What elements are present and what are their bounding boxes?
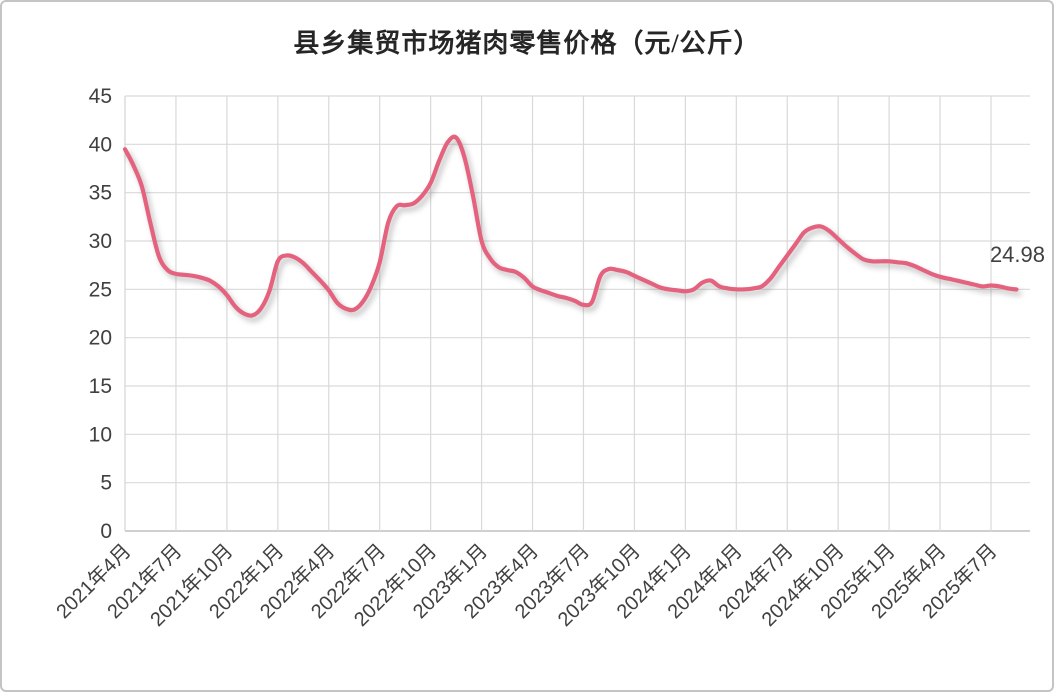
y-tick-label: 15: [89, 375, 112, 398]
y-tick-label: 0: [100, 520, 112, 543]
last-value-label: 24.98: [990, 242, 1045, 267]
y-tick-label: 5: [100, 472, 112, 495]
y-tick-label: 10: [89, 423, 112, 446]
chart-title: 县乡集贸市场猪肉零售价格（元/公斤）: [293, 29, 761, 58]
y-tick-label: 30: [89, 230, 112, 253]
y-tick-label: 45: [89, 85, 112, 108]
y-tick-label: 40: [89, 133, 112, 156]
y-tick-label: 25: [89, 278, 112, 301]
price-line-series: [122, 134, 1019, 318]
y-tick-label: 35: [89, 182, 112, 205]
y-tick-label: 20: [89, 327, 112, 350]
